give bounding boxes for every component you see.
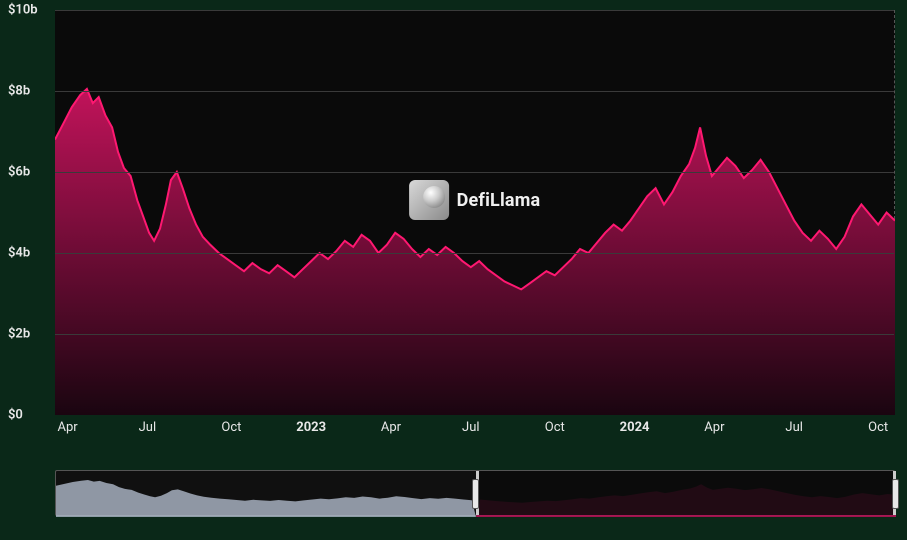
plot-area[interactable]: DefiLlama bbox=[55, 10, 895, 415]
x-tick-label: Jul bbox=[785, 420, 803, 435]
y-tick-label: $0 bbox=[2, 408, 50, 423]
x-tick-label: 2024 bbox=[620, 420, 650, 435]
y-tick-label: $8b bbox=[2, 84, 50, 99]
gridline bbox=[55, 10, 894, 11]
x-tick-label: Oct bbox=[545, 420, 565, 435]
x-tick-label: Apr bbox=[381, 420, 401, 435]
y-tick-label: $2b bbox=[2, 327, 50, 342]
gridline bbox=[55, 334, 894, 335]
y-tick-label: $10b bbox=[2, 3, 50, 18]
x-tick-label: Apr bbox=[704, 420, 724, 435]
brush-handle-left[interactable] bbox=[472, 479, 479, 509]
brush-selection[interactable] bbox=[476, 471, 896, 515]
gridline bbox=[55, 91, 894, 92]
y-tick-label: $4b bbox=[2, 246, 50, 261]
main-chart: DefiLlama $0$2b$4b$6b$8b$10b AprJulOct20… bbox=[5, 10, 902, 445]
x-tick-label: Jul bbox=[139, 420, 157, 435]
x-tick-label: Jul bbox=[462, 420, 480, 435]
x-tick-label: 2023 bbox=[296, 420, 326, 435]
x-tick-label: Oct bbox=[221, 420, 241, 435]
gridline bbox=[55, 172, 894, 173]
area-series-svg bbox=[55, 10, 895, 415]
brush-range-selector[interactable] bbox=[55, 470, 895, 516]
y-tick-label: $6b bbox=[2, 165, 50, 180]
x-tick-label: Apr bbox=[58, 420, 78, 435]
gridline bbox=[55, 253, 894, 254]
x-tick-label: Oct bbox=[868, 420, 888, 435]
brush-handle-right[interactable] bbox=[892, 479, 899, 509]
